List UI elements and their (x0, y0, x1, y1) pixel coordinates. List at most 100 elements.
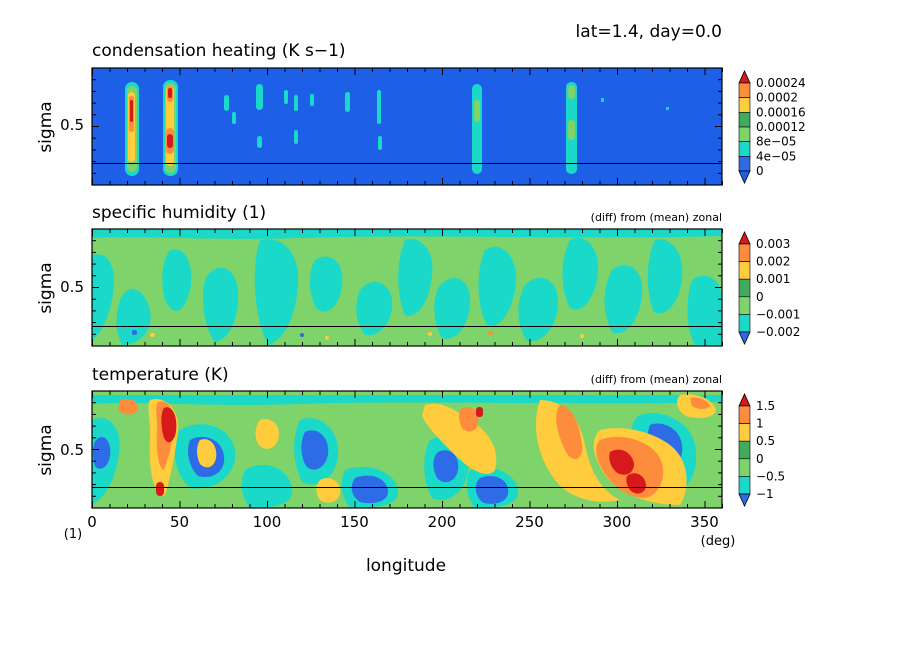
colorbar-label: −0.5 (756, 469, 785, 483)
colorbar-segment (738, 261, 751, 280)
heating-spot (377, 90, 381, 124)
colorbar-label: 0 (756, 290, 764, 304)
colorbar-max-triangle (738, 231, 751, 245)
colorbar-label: 0 (756, 452, 764, 466)
heating-spot (666, 107, 669, 110)
x-tick-label: 150 (340, 513, 369, 531)
heating-spot (310, 94, 314, 106)
heating-spot (601, 98, 604, 102)
x-tick-label: 50 (170, 513, 189, 531)
heating-spot (224, 95, 229, 111)
panel-condensation-heating: condensation heating (K s−1) (36, 41, 806, 186)
colorbar-segment (738, 156, 751, 172)
colorbar-label: −0.002 (756, 325, 800, 339)
colorbar-label: 0.00016 (756, 105, 806, 119)
colorbar-segment (738, 112, 751, 128)
colorbar-label: 8e−05 (756, 135, 796, 149)
heating-column-218 (472, 84, 482, 174)
colorbar-segment (738, 126, 751, 142)
colorbar-segment (738, 458, 751, 477)
colorbar-min-triangle (738, 331, 751, 345)
colorbar-min-triangle (738, 493, 751, 507)
x-tick-label: 0 (87, 513, 97, 531)
colorbar-label: 0.5 (756, 434, 775, 448)
panel-2-colorbar: 0.003 0.002 0.001 0 −0.001 −0.002 (738, 231, 800, 345)
colorbar-segment (738, 314, 751, 333)
colorbar-label: 1.5 (756, 399, 775, 413)
x-tick-labels: 0 50 100 150 200 250 300 350 (87, 513, 719, 531)
x-tick-label: 100 (253, 513, 282, 531)
panel-1-title: condensation heating (K s−1) (92, 41, 346, 61)
panel-2-ticks (92, 228, 723, 347)
heating-spot (284, 90, 288, 104)
panel-1-y-label: sigma (36, 101, 56, 152)
colorbar-label: 0.00024 (756, 76, 806, 90)
colorbar-label: −0.001 (756, 307, 800, 321)
colorbar-segment (738, 141, 751, 157)
colorbar-max-triangle (738, 393, 751, 407)
panel-2-title: specific humidity (1) (92, 203, 266, 223)
panel-2-y-tick: 0.5 (60, 278, 84, 296)
colorbar-label: 0 (756, 164, 764, 178)
panel-3-y-label: sigma (36, 424, 56, 475)
panel-1-background (92, 68, 722, 185)
panel-2-field (92, 229, 722, 346)
x-tick-label: 350 (690, 513, 719, 531)
heating-spot (378, 136, 382, 150)
humidity-strong-negative (132, 330, 304, 337)
panel-3-y-tick: 0.5 (60, 441, 84, 459)
heating-spot (294, 95, 298, 111)
colorbar-segment (738, 97, 751, 113)
humidity-positive-spots (150, 332, 584, 340)
y-axis-unit: (1) (64, 527, 82, 542)
colorbar-segment (738, 243, 751, 262)
panel-3-colorbar: 1.5 1 0.5 0 −0.5 −1 (738, 393, 785, 507)
colorbar-min-triangle (738, 170, 751, 184)
panel-2-y-label: sigma (36, 262, 56, 313)
panel-3-title: temperature (K) (92, 365, 229, 385)
panel-1-ticks (92, 67, 723, 186)
panel-3-field (92, 391, 722, 508)
panel-specific-humidity: specific humidity (1) (diff) from (mean)… (36, 203, 800, 347)
heating-spot (257, 136, 262, 148)
header-label: lat=1.4, day=0.0 (576, 22, 722, 42)
panel-1-field (92, 68, 722, 185)
colorbar-segment (738, 440, 751, 460)
colorbar-segment (738, 296, 751, 315)
colorbar-segment (738, 82, 751, 98)
colorbar-segment (738, 278, 751, 298)
heating-spot (345, 92, 350, 112)
x-tick-label: 200 (428, 513, 457, 531)
panel-2-subtitle: (diff) from (mean) zonal (591, 211, 722, 224)
x-tick-label: 300 (603, 513, 632, 531)
x-tick-label: 250 (515, 513, 544, 531)
heating-column-272 (566, 82, 577, 174)
heating-spot (232, 112, 236, 124)
x-axis-unit: (deg) (701, 534, 736, 549)
panel-1-y-tick: 0.5 (60, 116, 84, 134)
panel-3-ticks (92, 390, 723, 509)
heating-column-22 (125, 82, 139, 176)
heating-spot (256, 84, 263, 110)
colorbar-label: 0.0002 (756, 91, 798, 105)
colorbar-label: 0.00012 (756, 120, 806, 134)
colorbar-label: 1 (756, 417, 764, 431)
colorbar-label: 4e−05 (756, 149, 796, 163)
heating-spot (294, 130, 298, 144)
temperature-positive-1-5 (156, 407, 646, 496)
colorbar-segment (738, 405, 751, 424)
panel-temperature: temperature (K) (diff) from (mean) zonal (36, 365, 785, 509)
colorbar-label: 0.002 (756, 255, 790, 269)
colorbar-label: 0.001 (756, 272, 790, 286)
colorbar-segment (738, 476, 751, 495)
colorbar-label: −1 (756, 487, 774, 501)
colorbar-segment (738, 423, 751, 442)
colorbar-max-triangle (738, 70, 751, 84)
panel-3-subtitle: (diff) from (mean) zonal (591, 373, 722, 386)
humidity-peak-spot (488, 331, 493, 335)
heating-column-45 (163, 80, 178, 176)
x-axis-label: longitude (366, 556, 446, 576)
colorbar-label: 0.003 (756, 237, 790, 251)
